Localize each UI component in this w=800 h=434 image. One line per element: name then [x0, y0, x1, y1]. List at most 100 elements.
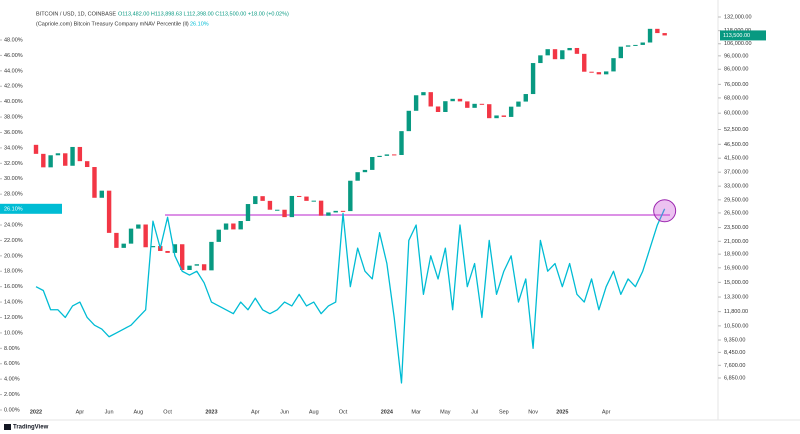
y-tick-label: 40.00% — [4, 99, 23, 105]
x-tick-label: Oct — [339, 409, 348, 415]
candle — [165, 250, 170, 253]
y-tick-label: 16.00% — [4, 284, 23, 290]
candle — [479, 103, 485, 105]
candle — [333, 210, 338, 213]
y2-tick-label: 13,300.00 — [724, 294, 748, 300]
candle — [413, 95, 419, 111]
y2-tick-label: 86,000.00 — [724, 67, 748, 73]
candle — [282, 209, 287, 218]
y-tick-label: 34.00% — [4, 145, 23, 151]
candle — [136, 224, 141, 229]
y-tick-label: 0.00% — [4, 407, 20, 413]
y-tick-label: 2.00% — [4, 392, 20, 398]
y2-tick-label: 106,000.00 — [724, 41, 752, 47]
y-tick-label: 22.00% — [4, 238, 23, 244]
candle — [538, 55, 543, 64]
x-tick-label: May — [440, 409, 451, 415]
y-tick-label: 46.00% — [4, 53, 23, 59]
candle — [275, 209, 280, 211]
y2-tick-label: 11,800.00 — [724, 309, 748, 315]
y-tick-label: 32.00% — [4, 161, 23, 167]
candle — [55, 153, 61, 156]
candle — [399, 131, 404, 155]
candle — [143, 224, 148, 248]
y2-tick-label: 10,500.00 — [724, 323, 748, 329]
y-tick-label: 44.00% — [4, 68, 23, 74]
candle — [406, 110, 412, 132]
y-tick-label: 18.00% — [4, 269, 23, 275]
x-tick-label: Apr — [251, 409, 260, 415]
x-tick-label: 2022 — [30, 409, 42, 415]
candle — [560, 50, 565, 60]
y-tick-label: 28.00% — [4, 192, 23, 198]
candle — [150, 246, 156, 248]
header-indicator: (Capriole.com) Bitcoin Treasury Company … — [36, 21, 189, 27]
x-tick-label: Nov — [528, 409, 538, 415]
candle — [245, 204, 251, 222]
y2-tick-label: 37,000.00 — [724, 170, 748, 176]
y-tick-label: 10.00% — [4, 330, 23, 336]
y2-tick-label: 60,000.00 — [724, 111, 748, 117]
last-indicator-label: 26.10% — [4, 206, 23, 212]
candle — [209, 241, 214, 271]
candle — [48, 155, 53, 168]
candle — [231, 223, 236, 230]
candle — [435, 106, 441, 112]
highlight-circle — [653, 199, 677, 223]
candle — [223, 223, 229, 230]
candle — [647, 28, 653, 43]
candle — [63, 153, 68, 166]
candle — [603, 71, 609, 75]
candle — [296, 195, 302, 197]
y2-tick-label: 96,000.00 — [724, 53, 748, 59]
candle — [187, 265, 192, 270]
x-tick-label: Sep — [499, 409, 509, 415]
y2-tick-label: 9,350.00 — [724, 337, 745, 343]
header-indicator-value: 26.10% — [190, 21, 209, 27]
candle — [348, 180, 353, 212]
candle — [304, 196, 309, 201]
last-price-label: 113,500.00 — [723, 33, 750, 39]
y2-tick-label: 15,000.00 — [724, 280, 748, 286]
y2-tick-label: 7,600.00 — [724, 363, 745, 369]
x-tick-label: Mar — [411, 409, 421, 415]
header-symbol: BITCOIN / USD, 1D, COINBASE — [36, 11, 116, 17]
candle — [487, 104, 492, 119]
y2-tick-label: 18,900.00 — [724, 252, 748, 258]
candle — [114, 232, 119, 248]
candle — [567, 47, 572, 51]
candle — [172, 244, 178, 253]
header-ohlc: O113,482.00 H113,898.63 L112,398.00 C113… — [118, 11, 289, 17]
y2-tick-label: 26,500.00 — [724, 210, 748, 216]
y-tick-label: 38.00% — [4, 115, 23, 121]
candle — [472, 103, 477, 108]
candle — [355, 172, 360, 181]
candle — [33, 144, 39, 154]
candle — [596, 72, 602, 75]
y-tick-label: 48.00% — [4, 37, 23, 43]
y2-tick-label: 52,500.00 — [724, 127, 748, 133]
y-tick-label: 42.00% — [4, 84, 23, 90]
x-tick-label: Oct — [163, 409, 172, 415]
candle — [370, 157, 375, 170]
candle — [92, 167, 97, 198]
x-tick-label: Jun — [280, 409, 289, 415]
candle — [633, 44, 638, 46]
y-tick-label: 24.00% — [4, 222, 23, 228]
candle — [260, 196, 265, 201]
candle — [84, 161, 90, 168]
candle — [318, 200, 324, 216]
candle — [465, 101, 470, 108]
x-tick-label: Aug — [309, 409, 319, 415]
candle — [530, 63, 536, 95]
candle — [77, 146, 83, 162]
candle — [253, 196, 258, 205]
x-tick-label: Aug — [133, 409, 143, 415]
logo-text: TradingView — [13, 425, 49, 431]
y-tick-label: 8.00% — [4, 346, 20, 352]
watermark-logo: TradingView — [4, 424, 49, 431]
candle — [618, 46, 623, 59]
indicator-line — [35, 208, 666, 384]
candle — [625, 45, 631, 47]
